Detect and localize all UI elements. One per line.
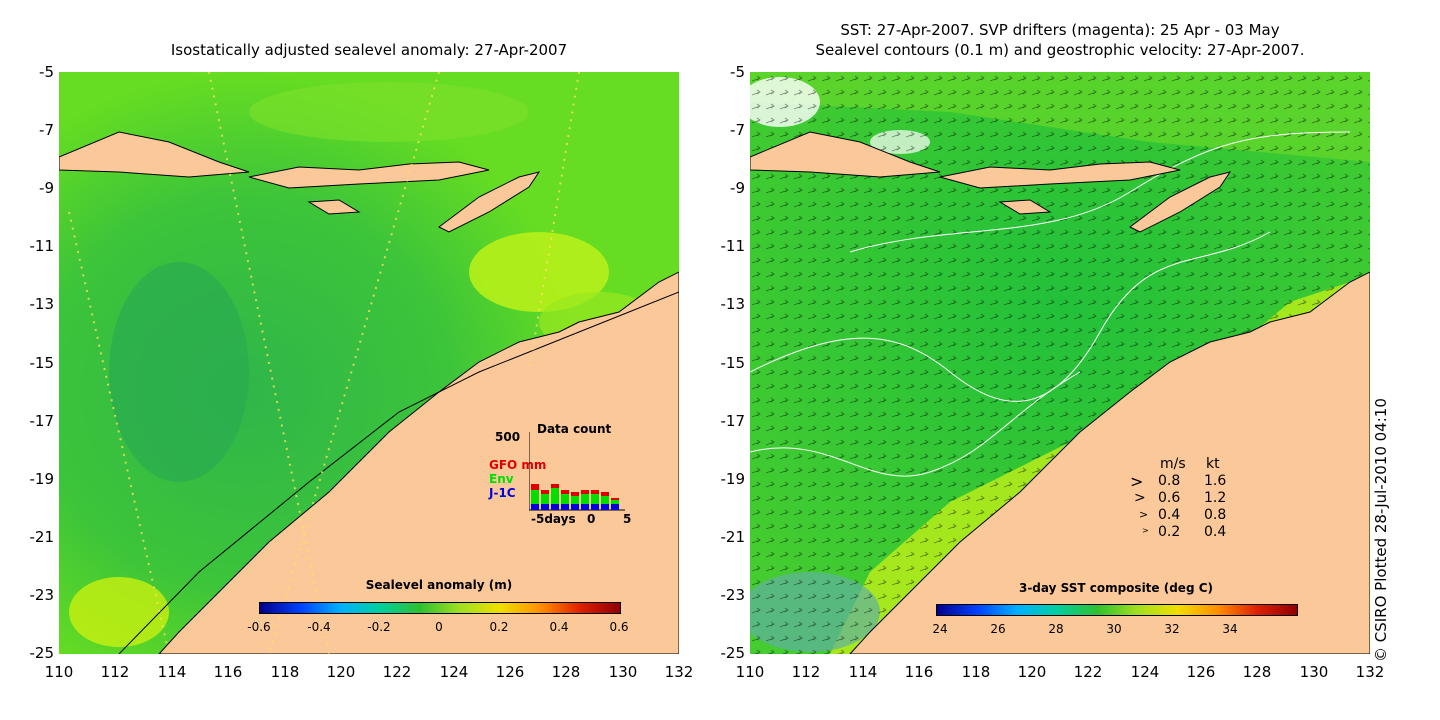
inset-x-left: -5days <box>531 512 576 526</box>
lesser-sunda-islands <box>248 161 490 189</box>
right-map-title-line1: SST: 27-Apr-2007. SVP drifters (magenta)… <box>840 21 1280 39</box>
legend-header-ms: m/s <box>1160 456 1186 472</box>
inset-ymax: 500 <box>495 430 521 444</box>
australia-landmass-right <box>849 271 1370 654</box>
depth-contour <box>118 291 679 654</box>
inset-title: Data count <box>537 422 612 436</box>
negative-anomaly-patch <box>109 262 249 482</box>
legend-gfo: GFO mm <box>489 458 547 472</box>
sst-velocity-map[interactable]: m/s kt > 0.8 1.6 > 0.6 1.2 > 0.4 0.8 > 0… <box>750 72 1370 654</box>
sealevel-anomaly-map[interactable]: Data count 500 GFO mm Env J-1C -5days 0 … <box>59 72 679 654</box>
timor-island-right <box>1129 171 1232 233</box>
velocity-arrow-icon: > <box>1139 508 1149 521</box>
right-colorbar-title: 3-day SST composite (deg C) <box>1018 581 1214 595</box>
plot-credit: © CSIRO Plotted 28-Jul-2010 04:10 <box>1372 398 1390 662</box>
sumba-island <box>307 199 361 215</box>
java-island-right <box>750 131 941 178</box>
positive-anomaly-patch <box>469 232 609 312</box>
right-map-title-line2: Sealevel contours (0.1 m) and geostrophi… <box>815 41 1305 59</box>
legend-env: Env <box>489 472 514 486</box>
sealevel-anomaly-map-svg <box>59 72 679 654</box>
timor-island <box>438 171 541 233</box>
inset-x-right: 5 <box>623 512 632 526</box>
velocity-arrow-icon: > <box>1134 490 1146 506</box>
sst-velocity-map-svg <box>750 72 1370 654</box>
velocity-arrow-icon: > <box>1142 526 1149 535</box>
data-count-inset: Data count 500 GFO mm Env J-1C -5days 0 … <box>489 420 649 530</box>
lesser-sunda-islands-right <box>939 161 1181 189</box>
histogram-bars <box>531 484 619 510</box>
left-colorbar <box>259 602 621 614</box>
java-island <box>59 131 250 178</box>
left-colorbar-title: Sealevel anomaly (m) <box>365 578 513 592</box>
altimeter-tracks <box>68 72 580 654</box>
velocity-legend: m/s kt > 0.8 1.6 > 0.6 1.2 > 0.4 0.8 > 0… <box>1130 456 1227 540</box>
left-map-title: Isostatically adjusted sealevel anomaly:… <box>170 41 568 59</box>
velocity-arrow-icon: > <box>1130 472 1144 491</box>
data-count-histogram <box>529 432 625 511</box>
right-colorbar <box>936 604 1298 616</box>
sealevel-contour <box>750 231 1271 402</box>
legend-header-kt: kt <box>1206 456 1220 472</box>
inset-x-mid: 0 <box>587 512 596 526</box>
sumba-island-right <box>998 199 1052 215</box>
australia-landmass <box>158 271 679 654</box>
legend-j1c: J-1C <box>489 486 516 500</box>
